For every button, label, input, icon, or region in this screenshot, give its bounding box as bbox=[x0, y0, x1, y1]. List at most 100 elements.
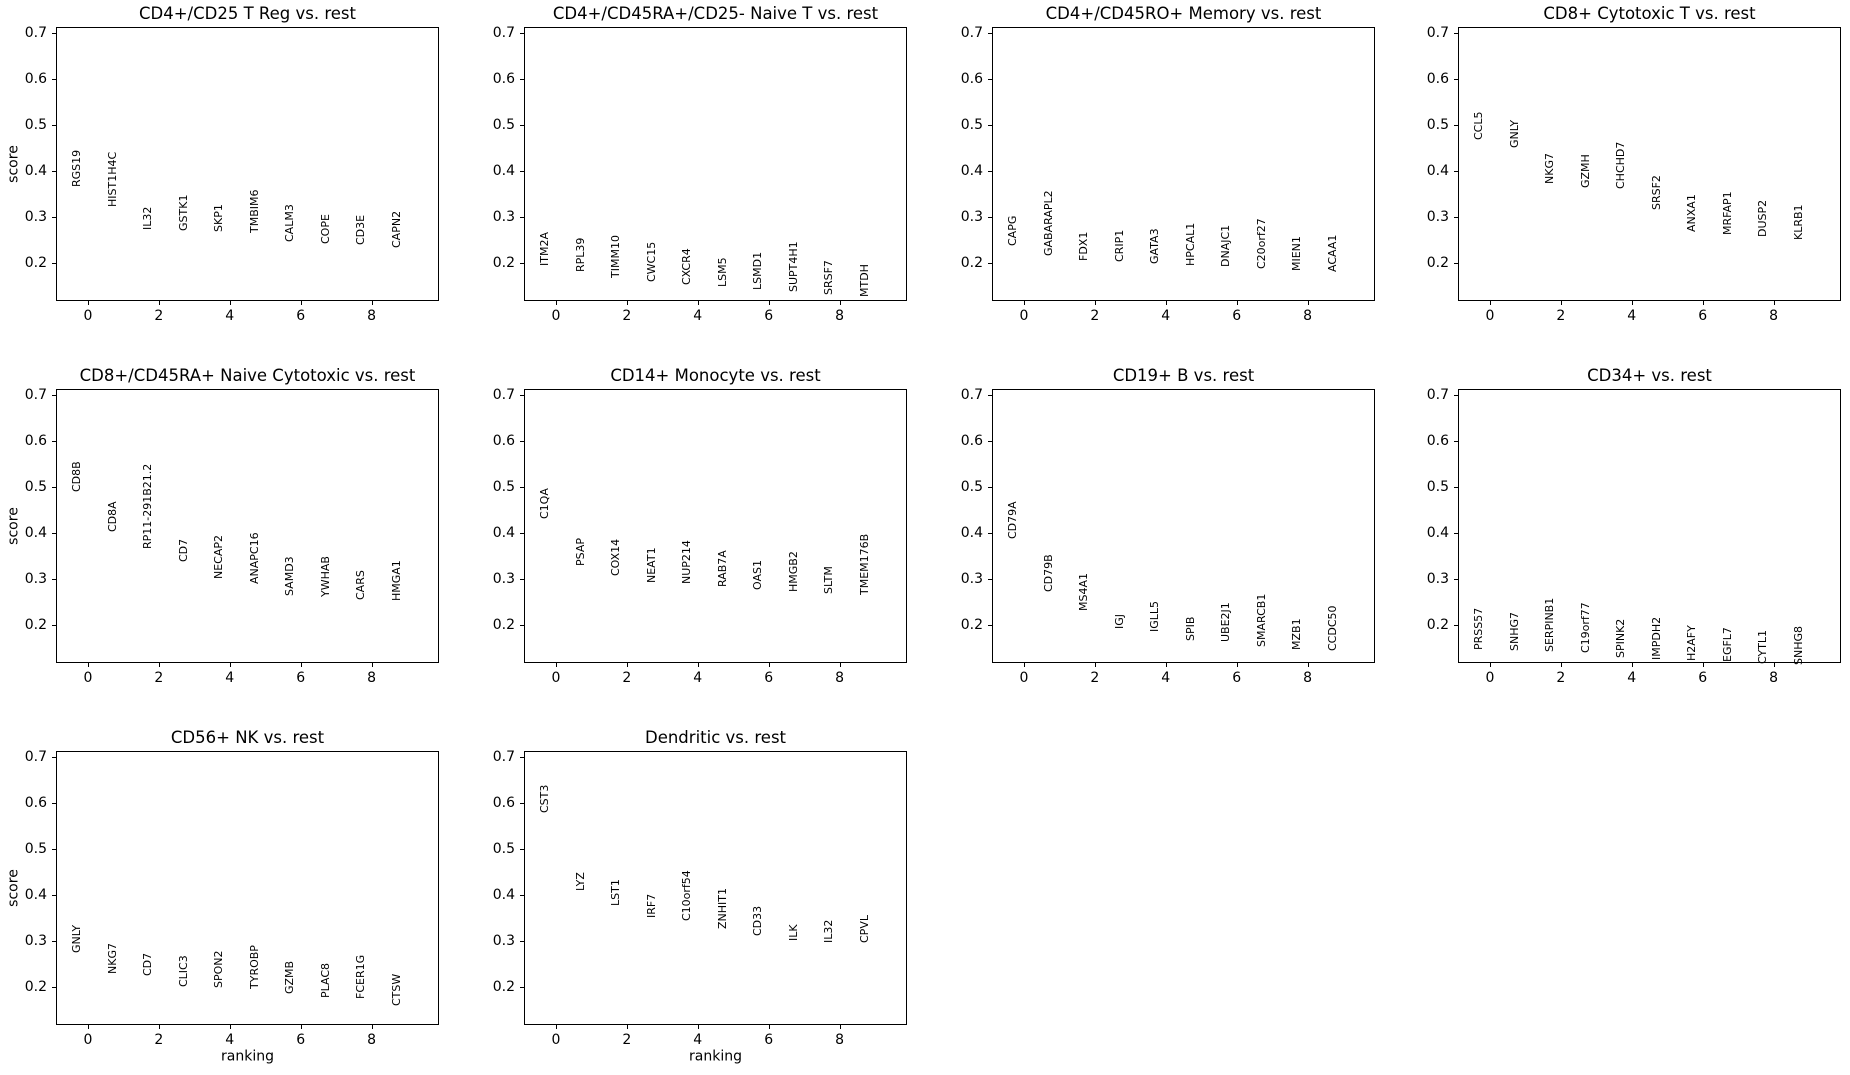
x-tick bbox=[1560, 301, 1562, 305]
y-tick bbox=[1454, 532, 1458, 534]
panel-title: CD4+/CD45RA+/CD25- Naive T vs. rest bbox=[552, 4, 879, 23]
y-tick-label: 0.2 bbox=[24, 978, 47, 995]
gene-label: NKG7 bbox=[105, 943, 119, 974]
gene-label: TMBIM6 bbox=[247, 189, 261, 233]
y-tick-label: 0.7 bbox=[24, 386, 47, 403]
gene-label: LSMD1 bbox=[751, 252, 765, 291]
y-tick-label: 0.2 bbox=[24, 254, 47, 271]
x-tick-label: 2 bbox=[1556, 670, 1566, 686]
gene-label: SRSF7 bbox=[822, 260, 836, 296]
x-tick-label: 6 bbox=[764, 670, 774, 686]
y-tick-label: 0.3 bbox=[492, 932, 515, 949]
y-tick-label: 0.5 bbox=[1426, 116, 1449, 133]
y-tick bbox=[988, 440, 992, 442]
y-tick bbox=[520, 170, 524, 172]
y-tick-label: 0.5 bbox=[24, 478, 47, 495]
y-tick-label: 0.3 bbox=[960, 570, 983, 587]
y-tick bbox=[1454, 170, 1458, 172]
gene-label: RAB7A bbox=[715, 550, 729, 588]
y-axis-label: score bbox=[5, 145, 22, 183]
gene-label: CTSW bbox=[389, 973, 403, 1006]
x-tick bbox=[768, 1025, 770, 1029]
x-tick-label: 8 bbox=[1303, 670, 1313, 686]
x-tick-label: 4 bbox=[693, 1032, 703, 1048]
x-tick-label: 0 bbox=[1019, 670, 1029, 686]
gene-label: SPON2 bbox=[212, 950, 226, 988]
y-tick bbox=[52, 848, 56, 850]
gene-label: NUP214 bbox=[680, 540, 694, 584]
gene-label: C20orf27 bbox=[1254, 218, 1268, 269]
x-tick bbox=[87, 663, 89, 667]
gene-label: NEAT1 bbox=[644, 547, 658, 583]
y-tick-label: 0.6 bbox=[24, 794, 47, 811]
x-tick bbox=[1560, 663, 1562, 667]
y-tick bbox=[1454, 624, 1458, 626]
x-tick-label: 8 bbox=[367, 670, 377, 686]
gene-label: GSTK1 bbox=[176, 194, 190, 231]
gene-label: PLAC8 bbox=[318, 963, 332, 999]
y-tick bbox=[520, 802, 524, 804]
gene-label: CHCHD7 bbox=[1614, 141, 1628, 190]
x-tick bbox=[1165, 301, 1167, 305]
x-tick bbox=[555, 1025, 557, 1029]
x-tick-label: 6 bbox=[296, 1032, 306, 1048]
y-tick bbox=[1454, 216, 1458, 218]
y-tick bbox=[520, 440, 524, 442]
y-tick bbox=[520, 940, 524, 942]
y-tick-label: 0.5 bbox=[492, 478, 515, 495]
x-tick bbox=[626, 1025, 628, 1029]
y-tick bbox=[52, 170, 56, 172]
y-tick-label: 0.4 bbox=[1426, 524, 1449, 541]
gene-label: CCDC50 bbox=[1325, 605, 1339, 652]
gene-label: LSM5 bbox=[715, 257, 729, 288]
x-tick-label: 6 bbox=[764, 308, 774, 324]
y-tick bbox=[520, 532, 524, 534]
y-tick bbox=[520, 32, 524, 34]
gene-label: CD8A bbox=[105, 501, 119, 532]
y-tick-label: 0.5 bbox=[960, 478, 983, 495]
y-tick-label: 0.4 bbox=[492, 886, 515, 903]
x-tick bbox=[555, 663, 557, 667]
x-tick-label: 6 bbox=[1232, 308, 1242, 324]
y-tick bbox=[520, 578, 524, 580]
gene-label: IRF7 bbox=[644, 893, 658, 918]
gene-label: C10orf54 bbox=[680, 870, 694, 922]
y-tick-label: 0.2 bbox=[1426, 616, 1449, 633]
gene-label: MRFAP1 bbox=[1720, 191, 1734, 235]
y-axis-label: score bbox=[5, 507, 22, 545]
x-tick-label: 4 bbox=[225, 1032, 235, 1048]
y-tick bbox=[1454, 124, 1458, 126]
gene-label: LYZ bbox=[573, 871, 587, 891]
y-tick bbox=[1454, 440, 1458, 442]
y-tick bbox=[988, 78, 992, 80]
gene-label: CD7 bbox=[141, 952, 155, 976]
y-tick-label: 0.7 bbox=[24, 24, 47, 41]
y-tick-label: 0.7 bbox=[960, 386, 983, 403]
plot-area bbox=[56, 751, 439, 1025]
y-tick-label: 0.7 bbox=[24, 748, 47, 765]
gene-label: ANXA1 bbox=[1685, 193, 1699, 232]
y-tick-label: 0.5 bbox=[492, 840, 515, 857]
x-tick bbox=[697, 663, 699, 667]
gene-label: SUPT4H1 bbox=[786, 241, 800, 293]
panel-title: CD4+/CD25 T Reg vs. rest bbox=[139, 4, 356, 23]
y-tick bbox=[520, 394, 524, 396]
y-tick-label: 0.3 bbox=[1426, 570, 1449, 587]
y-tick-label: 0.7 bbox=[492, 24, 515, 41]
x-tick-label: 2 bbox=[1090, 308, 1100, 324]
gene-label: CPVL bbox=[857, 915, 871, 944]
gene-label: GZMB bbox=[283, 960, 297, 994]
x-tick bbox=[1773, 301, 1775, 305]
x-tick-label: 0 bbox=[83, 1032, 93, 1048]
y-tick-label: 0.4 bbox=[24, 162, 47, 179]
x-tick bbox=[1094, 301, 1096, 305]
x-tick-label: 8 bbox=[1303, 308, 1313, 324]
x-tick bbox=[697, 1025, 699, 1029]
gene-label: HMGA1 bbox=[389, 560, 403, 601]
x-tick bbox=[1489, 663, 1491, 667]
plot-area bbox=[56, 389, 439, 663]
gene-label: SLTM bbox=[822, 565, 836, 594]
gene-label: GNLY bbox=[1507, 119, 1521, 148]
y-tick-label: 0.7 bbox=[492, 386, 515, 403]
y-axis-label: score bbox=[5, 869, 22, 907]
